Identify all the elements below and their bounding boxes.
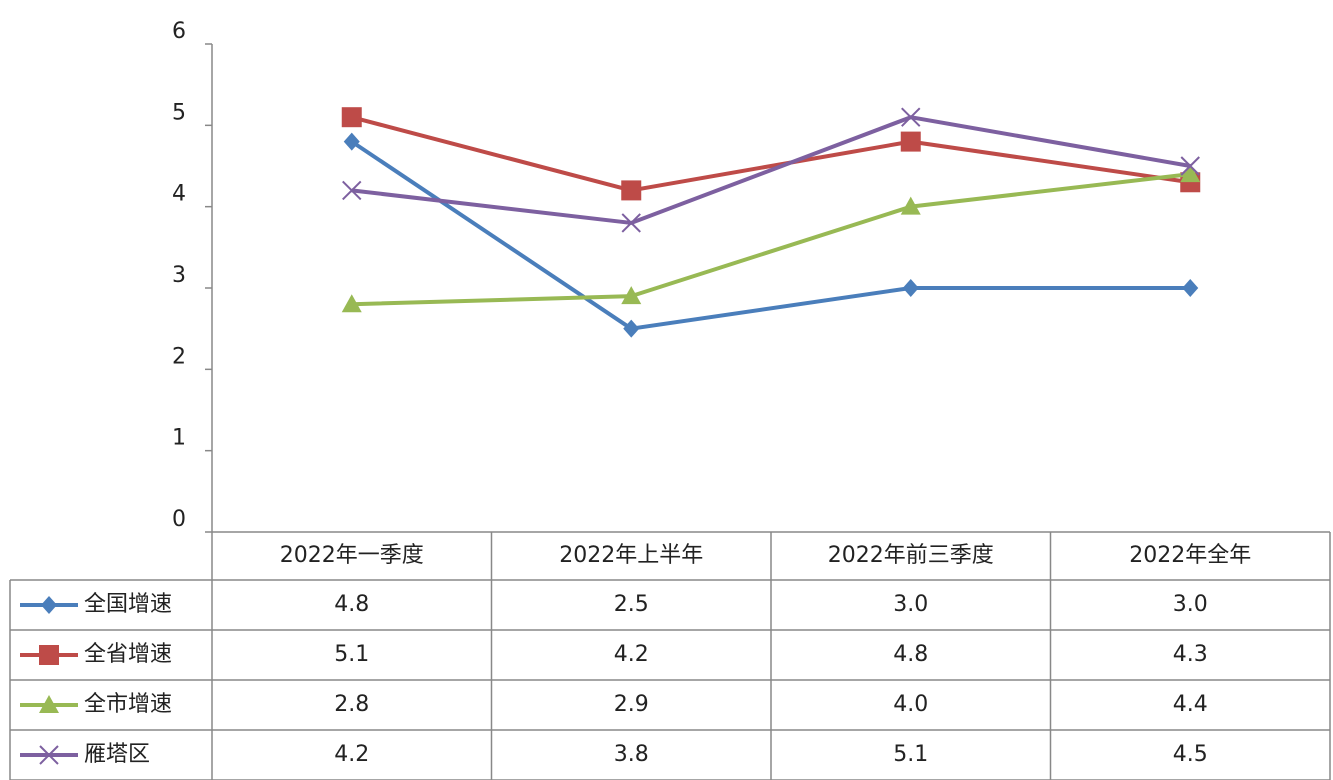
y-tick-label: 6 (172, 19, 186, 44)
marker (621, 213, 641, 233)
table-value: 4.3 (1173, 642, 1208, 667)
marker (901, 107, 921, 127)
marker (902, 279, 919, 297)
legend-label: 全市增速 (84, 692, 172, 717)
y-tick-label: 1 (172, 426, 186, 451)
marker (343, 132, 360, 151)
table-value: 4.8 (334, 592, 369, 617)
table-value: 4.0 (893, 692, 928, 717)
marker (1182, 279, 1199, 297)
x-tick-label: 2022年上半年 (559, 543, 703, 568)
x-tick-label: 2022年全年 (1129, 543, 1251, 568)
marker (341, 107, 362, 128)
marker (900, 196, 921, 215)
table-value: 4.5 (1173, 742, 1208, 767)
legend-label: 全国增速 (84, 592, 172, 617)
x-tick-label: 2022年前三季度 (828, 543, 994, 568)
marker (621, 286, 642, 305)
x-tick-label: 2022年一季度 (280, 543, 424, 568)
table-value: 3.0 (893, 592, 928, 617)
table-value: 2.8 (334, 692, 369, 717)
legend-label: 全省增速 (84, 642, 172, 667)
legend-marker (41, 596, 57, 614)
y-tick-label: 3 (172, 263, 186, 288)
y-tick-label: 4 (172, 182, 186, 207)
table-value: 4.2 (334, 742, 369, 767)
table-value: 4.2 (614, 642, 649, 667)
marker (341, 294, 362, 313)
y-tick-label: 2 (172, 344, 186, 369)
legend-marker (39, 645, 59, 665)
y-tick-label: 0 (172, 507, 186, 532)
table-value: 3.8 (614, 742, 649, 767)
series-line (351, 115, 1191, 193)
marker (621, 180, 642, 201)
legend-marker (39, 695, 59, 713)
marker (342, 180, 362, 201)
table-value: 4.8 (893, 642, 928, 667)
series-line (350, 139, 1191, 331)
marker (1180, 164, 1201, 183)
marker (623, 319, 640, 338)
table-value: 3.0 (1173, 592, 1208, 617)
table-value: 4.4 (1173, 692, 1208, 717)
table-value: 5.1 (334, 642, 369, 667)
series-line (351, 115, 1191, 225)
y-tick-label: 5 (172, 100, 186, 125)
legend-marker (39, 745, 59, 765)
marker (900, 131, 921, 152)
series-line (351, 172, 1191, 307)
table-value: 2.5 (614, 592, 649, 617)
marker (1180, 156, 1200, 176)
table-value: 5.1 (893, 742, 928, 767)
legend-label: 雁塔区 (84, 742, 150, 767)
table-value: 2.9 (614, 692, 649, 717)
